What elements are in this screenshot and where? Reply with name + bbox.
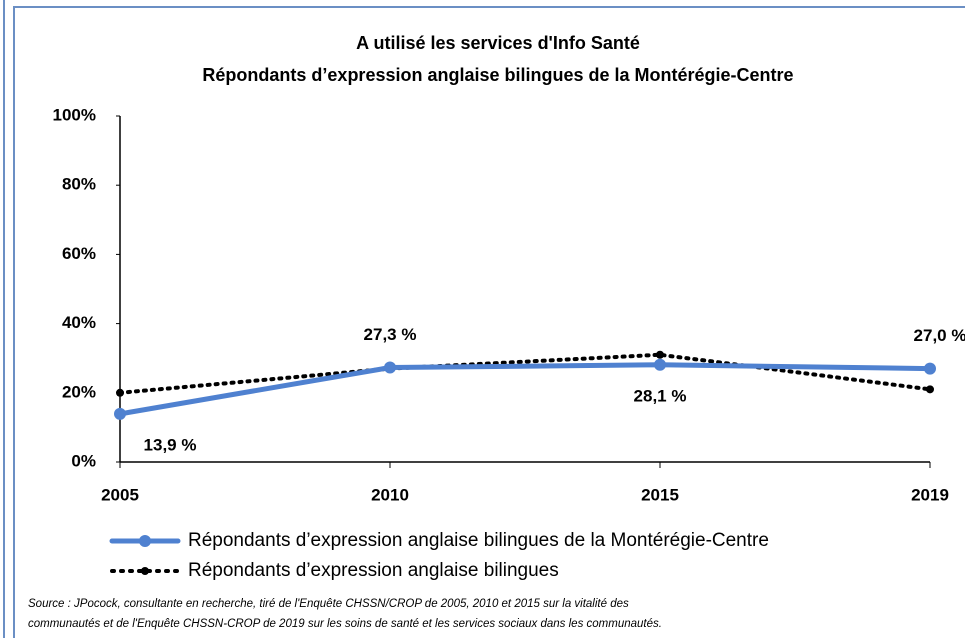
x-tick-label: 2015	[641, 485, 679, 504]
y-tick-label: 40%	[62, 313, 96, 332]
legend-marker	[141, 567, 149, 575]
y-tick-label: 20%	[62, 382, 96, 401]
data-label: 13,9 %	[144, 435, 197, 454]
series-line	[118, 352, 932, 395]
source-note: Source : JPocock, consultante en recherc…	[28, 598, 629, 610]
y-tick-label: 80%	[62, 175, 96, 194]
y-tick-label: 100%	[53, 105, 96, 124]
series-line	[117, 362, 933, 417]
data-point	[116, 388, 124, 397]
chart-title: Répondants d’expression anglaise bilingu…	[202, 65, 793, 85]
x-tick-label: 2005	[101, 485, 139, 504]
data-point	[926, 385, 934, 394]
x-tick-label: 2019	[911, 485, 949, 504]
chart-title: A utilisé les services d'Info Santé	[356, 33, 640, 53]
frame	[13, 6, 965, 638]
x-tick-label: 2010	[371, 485, 409, 504]
y-tick-label: 60%	[62, 244, 96, 263]
data-point	[654, 358, 666, 371]
data-label: 28,1 %	[634, 386, 687, 405]
data-label: 27,0 %	[914, 326, 965, 345]
data-point	[656, 350, 664, 359]
source-note: communautés et de l'Enquête CHSSN-CROP d…	[28, 618, 662, 630]
y-tick-label: 0%	[71, 451, 96, 470]
data-label: 27,3 %	[364, 325, 417, 344]
data-point	[924, 362, 936, 375]
legend-label: Répondants d’expression anglaise bilingu…	[188, 530, 769, 551]
data-point	[114, 407, 126, 420]
data-point	[384, 361, 396, 374]
legend-label: Répondants d’expression anglaise bilingu…	[188, 560, 559, 581]
legend-marker	[139, 535, 151, 547]
